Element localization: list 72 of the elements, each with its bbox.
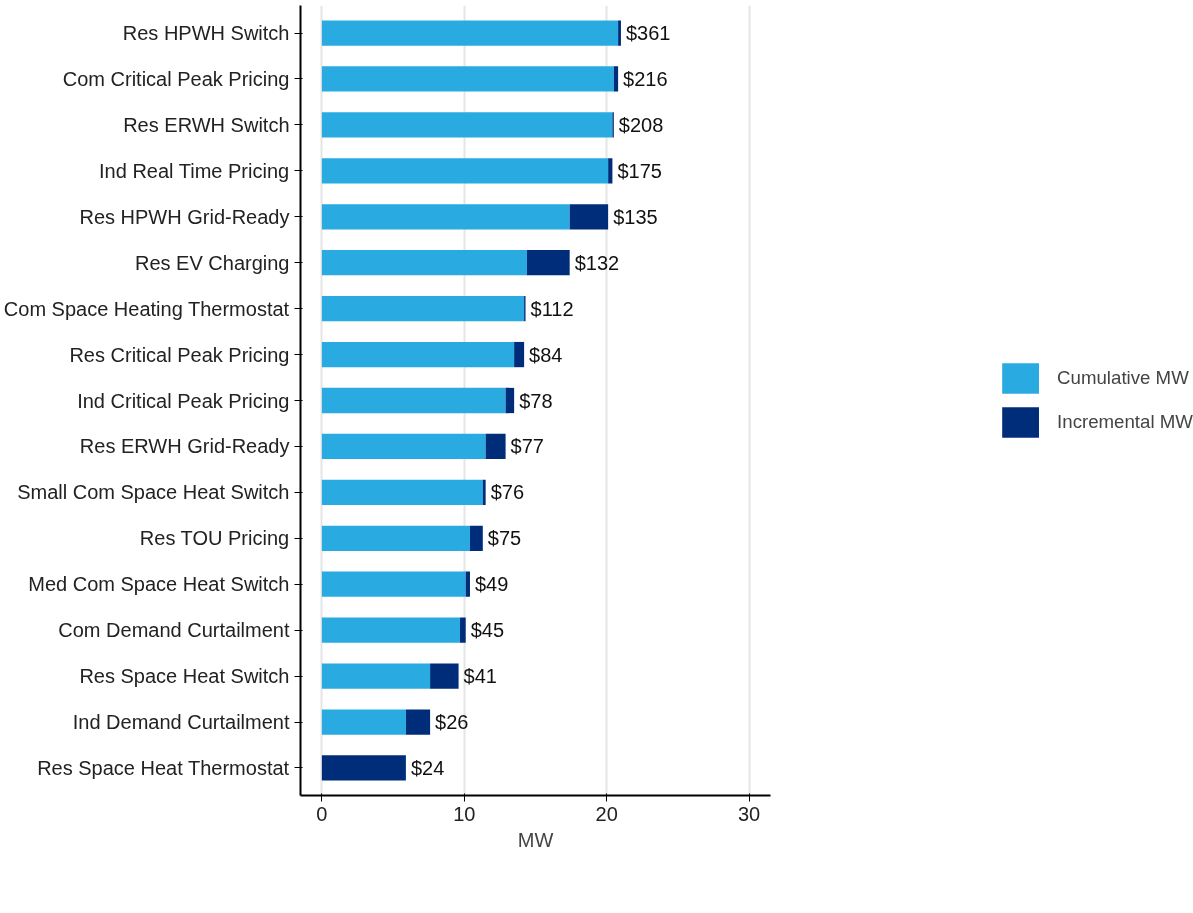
bar	[485, 433, 506, 460]
text: $24	[410, 756, 445, 779]
bar	[608, 158, 613, 184]
x-tick-label: 10	[453, 802, 476, 825]
bar	[505, 387, 515, 414]
text: $112	[530, 297, 574, 320]
text: $26	[435, 711, 469, 734]
text: $75	[487, 527, 522, 550]
bar	[321, 571, 466, 597]
bar	[321, 709, 406, 735]
y-tick-label: Ind Critical Peak Pricing	[77, 389, 290, 412]
y-tick-label: Med Com Space Heat Switch	[28, 573, 290, 596]
y-tick-label: Small Com Space Heat Switch	[17, 481, 290, 504]
y-tick-label: Res HPWH Switch	[122, 22, 290, 45]
y-tick-label: Com Critical Peak Pricing	[62, 67, 290, 90]
y-tick-label: Res HPWH Grid-Ready	[79, 205, 290, 228]
x-axis-title: MW	[517, 828, 554, 851]
y-tick-label: Res TOU Pricing	[139, 527, 290, 550]
bar	[321, 112, 613, 138]
text: $45	[470, 619, 505, 642]
bar	[460, 617, 466, 643]
text: $135	[613, 205, 658, 228]
bar	[430, 663, 459, 689]
text: $76	[490, 481, 525, 504]
text: $49	[474, 573, 509, 596]
y-tick-label: Ind Real Time Pricing	[99, 159, 290, 182]
text: $361	[625, 22, 671, 45]
text: $175	[617, 159, 662, 182]
bar	[321, 204, 570, 230]
bar	[321, 755, 406, 781]
bar	[321, 433, 486, 460]
y-tick-label: Ind Demand Curtailment	[72, 711, 290, 734]
bar	[321, 663, 431, 689]
legend-label: Incremental MW	[1057, 411, 1193, 433]
bar	[321, 158, 609, 184]
bar	[321, 66, 614, 92]
text: $84	[529, 343, 563, 366]
y-tick-label: Com Space Heating Thermostat	[3, 297, 290, 320]
text: $132	[574, 251, 620, 274]
text: $41	[463, 665, 497, 688]
bar	[321, 341, 515, 368]
legend-label: Cumulative MW	[1057, 367, 1189, 389]
text: $77	[510, 435, 544, 458]
x-tick-label: 0	[316, 802, 328, 825]
y-tick-label: Com Demand Curtailment	[58, 619, 290, 642]
bar	[321, 296, 525, 322]
bar	[321, 617, 461, 643]
text: $216	[623, 67, 668, 90]
text: $78	[519, 389, 553, 412]
bar	[526, 250, 570, 276]
y-tick-label: Res Critical Peak Pricing	[69, 343, 290, 366]
y-tick-label: Res EV Charging	[134, 251, 290, 274]
bar	[465, 571, 470, 597]
x-tick-label: 20	[595, 802, 618, 825]
bar	[321, 479, 483, 505]
y-tick-label: Res Space Heat Thermostat	[37, 756, 290, 779]
bar	[321, 20, 619, 46]
bar	[405, 709, 431, 735]
bar	[618, 20, 621, 46]
y-tick-label: Res ERWH Switch	[123, 113, 290, 136]
y-tick-label: Res Space Heat Switch	[79, 665, 290, 688]
bar	[321, 250, 527, 276]
bar	[613, 66, 619, 92]
bar	[469, 525, 483, 551]
text: $208	[618, 113, 664, 136]
bar	[514, 341, 525, 368]
bar	[321, 387, 506, 414]
bar	[569, 204, 609, 230]
bar	[321, 525, 470, 551]
bar	[482, 479, 486, 505]
x-tick-label: 30	[738, 802, 761, 825]
y-tick-label: Res ERWH Grid-Ready	[79, 435, 290, 458]
